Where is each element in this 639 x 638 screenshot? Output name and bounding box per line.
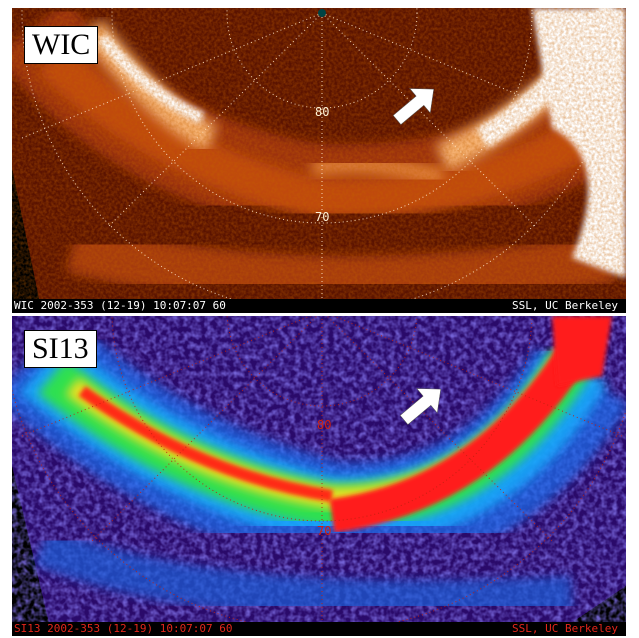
white-arrow-icon bbox=[392, 88, 435, 125]
white-arrow-icon bbox=[399, 388, 442, 425]
latitude-80-label: 80 bbox=[315, 105, 330, 119]
si13-footer: SI13 2002-353 (12-19) 10:07:07 60 SSL, U… bbox=[12, 622, 626, 636]
latitude-70-label: 70 bbox=[317, 524, 332, 538]
wic-auroral-image bbox=[12, 8, 626, 313]
wic-footer-credit: SSL, UC Berkeley bbox=[512, 299, 618, 312]
si13-auroral-image bbox=[12, 316, 626, 636]
wic-image-panel: 80 70 WIC WIC 2002-353 (12-19) 10:07:07 … bbox=[12, 8, 626, 313]
latitude-80-label: 80 bbox=[317, 418, 332, 432]
si13-footer-info: SI13 2002-353 (12-19) 10:07:07 60 bbox=[14, 622, 233, 635]
si13-footer-credit: SSL, UC Berkeley bbox=[512, 622, 618, 635]
wic-label: WIC bbox=[24, 26, 99, 64]
wic-footer: WIC 2002-353 (12-19) 10:07:07 60 SSL, UC… bbox=[12, 299, 626, 313]
latitude-70-label: 70 bbox=[315, 210, 330, 224]
si13-image-panel: 80 70 SI13 SI13 2002-353 (12-19) 10:07:0… bbox=[12, 316, 626, 636]
wic-footer-info: WIC 2002-353 (12-19) 10:07:07 60 bbox=[14, 299, 226, 312]
si13-label: SI13 bbox=[24, 330, 97, 368]
